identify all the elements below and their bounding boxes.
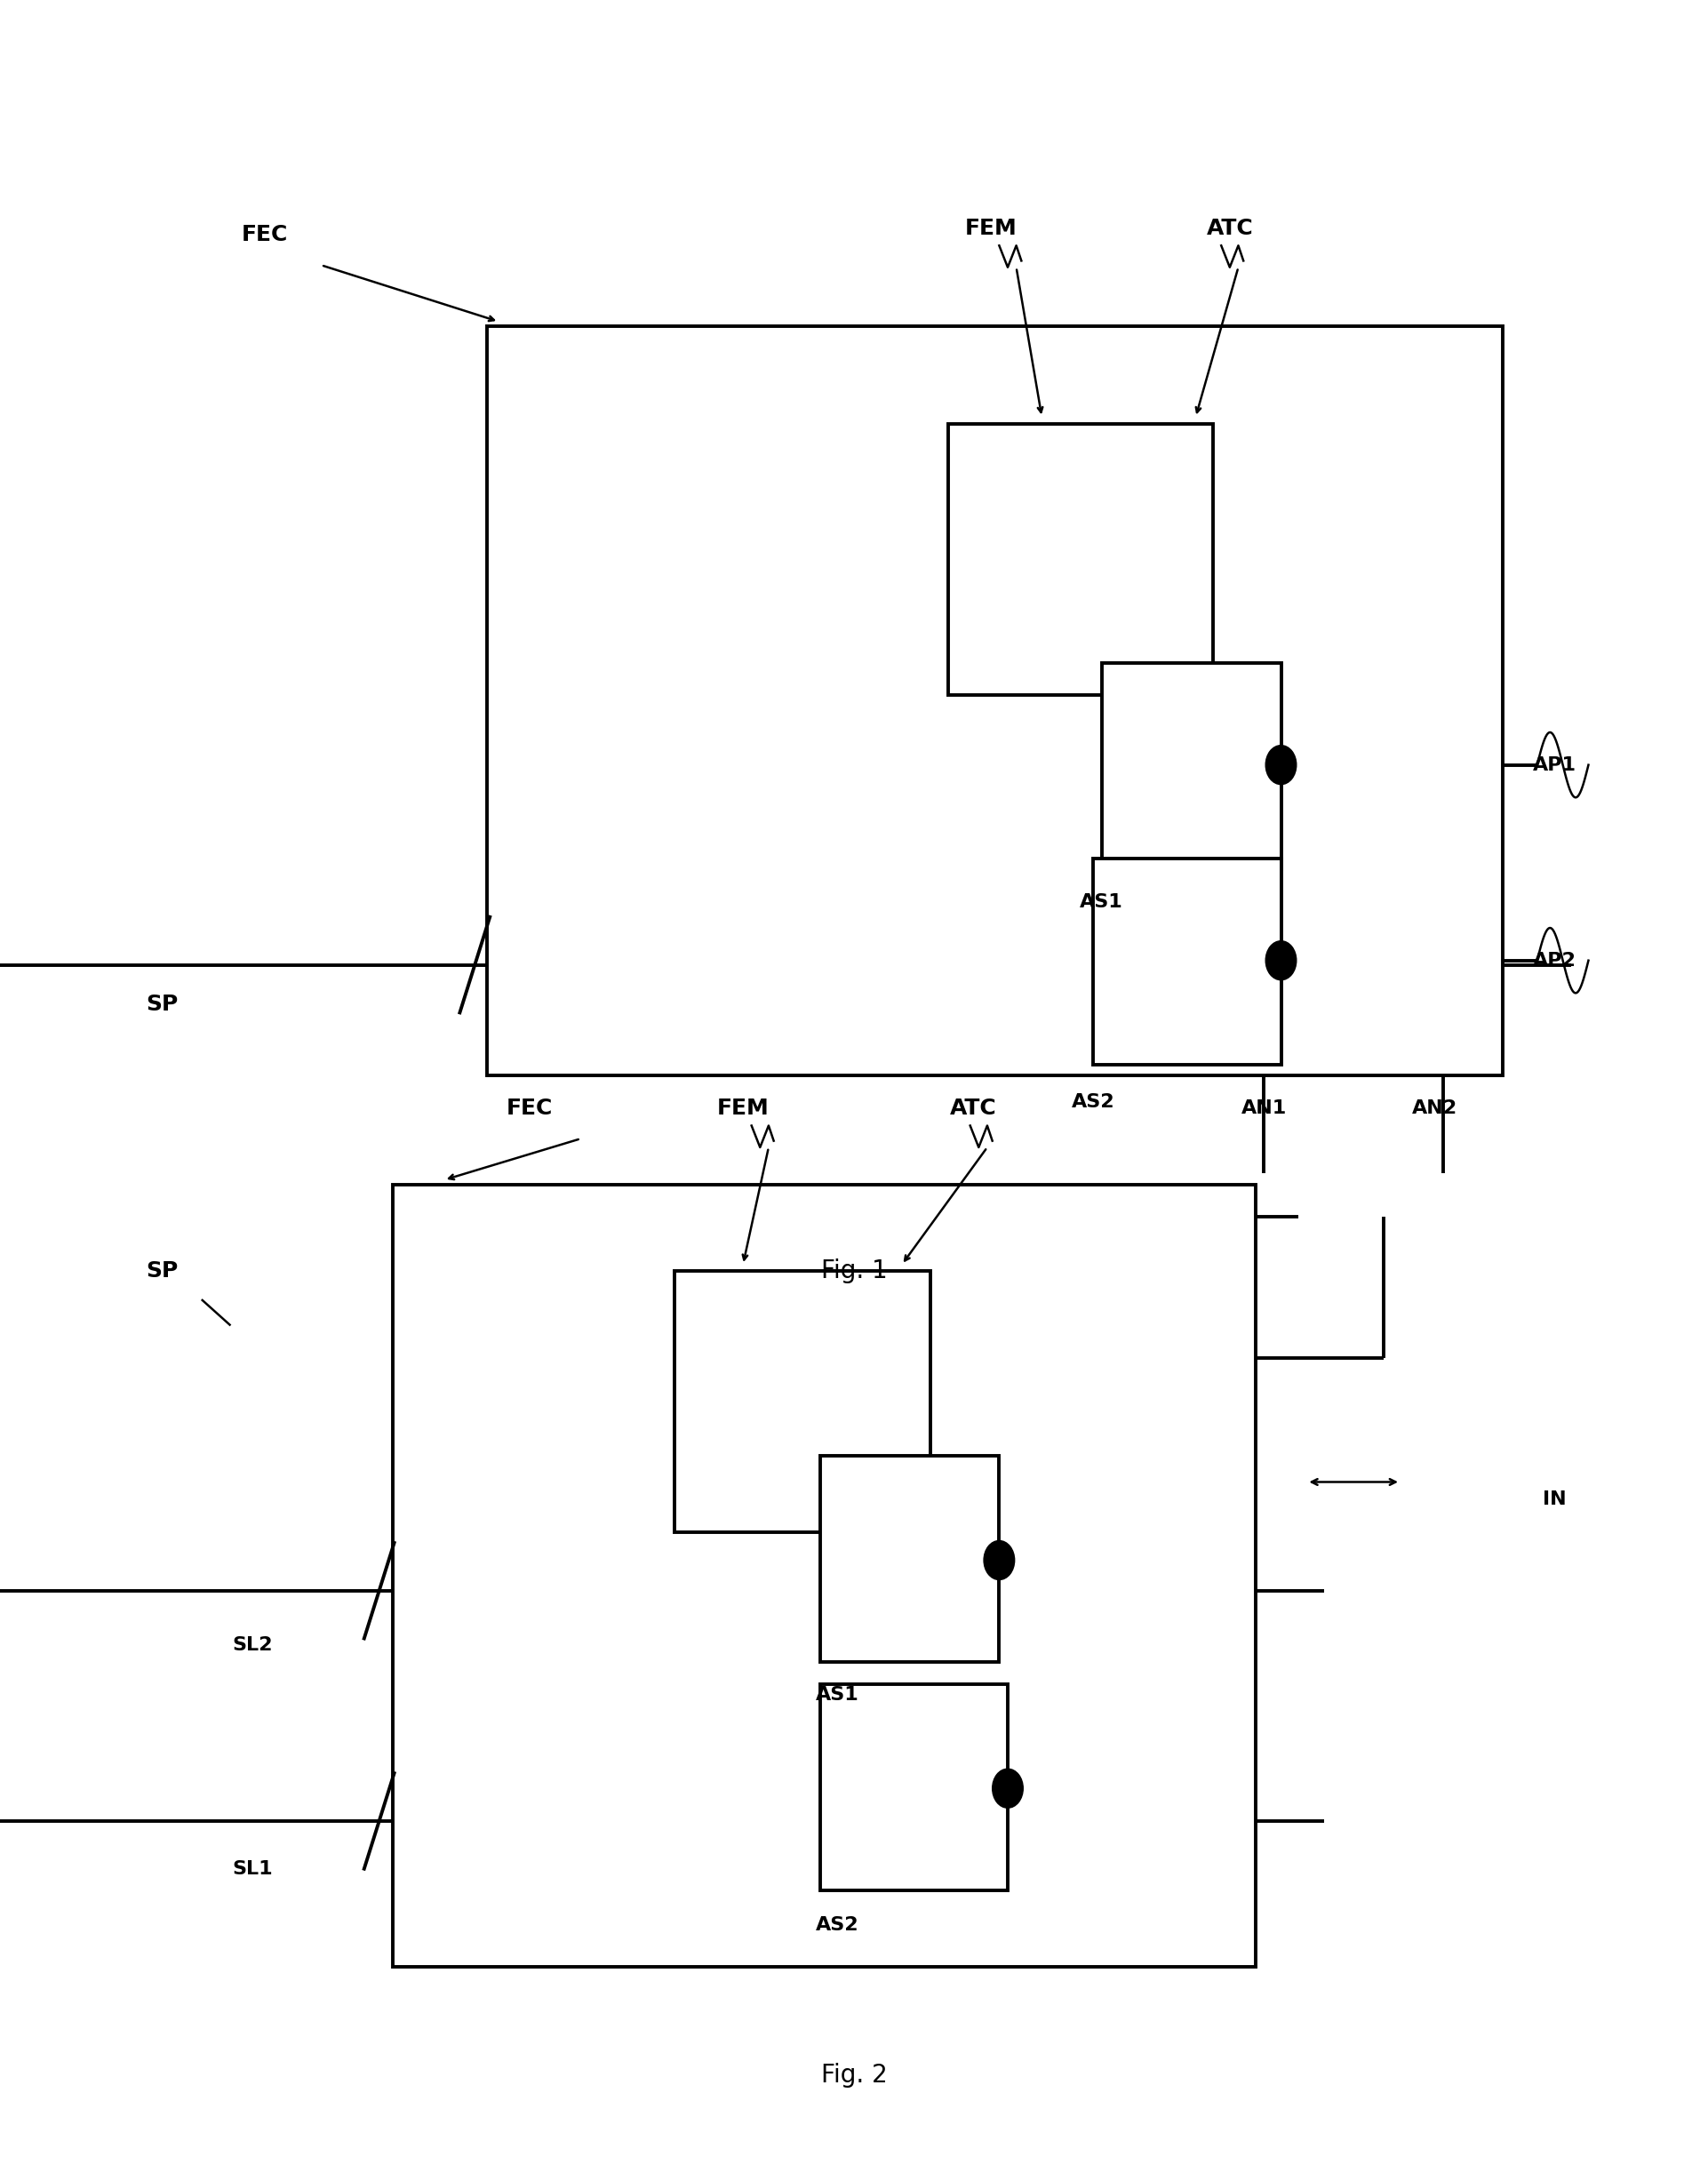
Text: AP2: AP2: [1532, 952, 1576, 969]
Bar: [820, 1456, 999, 1662]
Bar: [1102, 663, 1281, 869]
Text: AS1: AS1: [1079, 893, 1124, 910]
Bar: [948, 424, 1213, 695]
Text: Fig. 2: Fig. 2: [822, 2062, 886, 2088]
Circle shape: [1266, 941, 1296, 980]
Text: AN2: AN2: [1413, 1100, 1457, 1117]
Text: AS1: AS1: [815, 1686, 859, 1704]
Text: SP: SP: [147, 1260, 178, 1282]
Text: ATC: ATC: [950, 1097, 997, 1119]
Text: FEC: FEC: [506, 1097, 553, 1119]
Text: AN1: AN1: [1242, 1100, 1286, 1117]
Text: AS2: AS2: [815, 1917, 859, 1934]
Text: AS2: AS2: [1071, 1093, 1115, 1110]
Bar: [675, 1271, 931, 1532]
Bar: [1093, 858, 1281, 1065]
Bar: [487, 326, 1503, 1076]
Text: Fig. 1: Fig. 1: [822, 1258, 886, 1284]
Text: FEM: FEM: [717, 1097, 769, 1119]
Text: SL2: SL2: [232, 1636, 273, 1654]
Text: SL1: SL1: [232, 1860, 273, 1877]
Circle shape: [992, 1769, 1023, 1808]
Bar: [393, 1184, 1255, 1967]
Text: FEM: FEM: [965, 217, 1016, 239]
Text: AP1: AP1: [1532, 756, 1576, 774]
Circle shape: [984, 1541, 1015, 1580]
Bar: [820, 1684, 1008, 1891]
Text: FEC: FEC: [241, 224, 289, 246]
Text: SP: SP: [147, 993, 178, 1015]
Text: IN: IN: [1542, 1491, 1566, 1508]
Text: ATC: ATC: [1206, 217, 1254, 239]
Circle shape: [1266, 745, 1296, 784]
